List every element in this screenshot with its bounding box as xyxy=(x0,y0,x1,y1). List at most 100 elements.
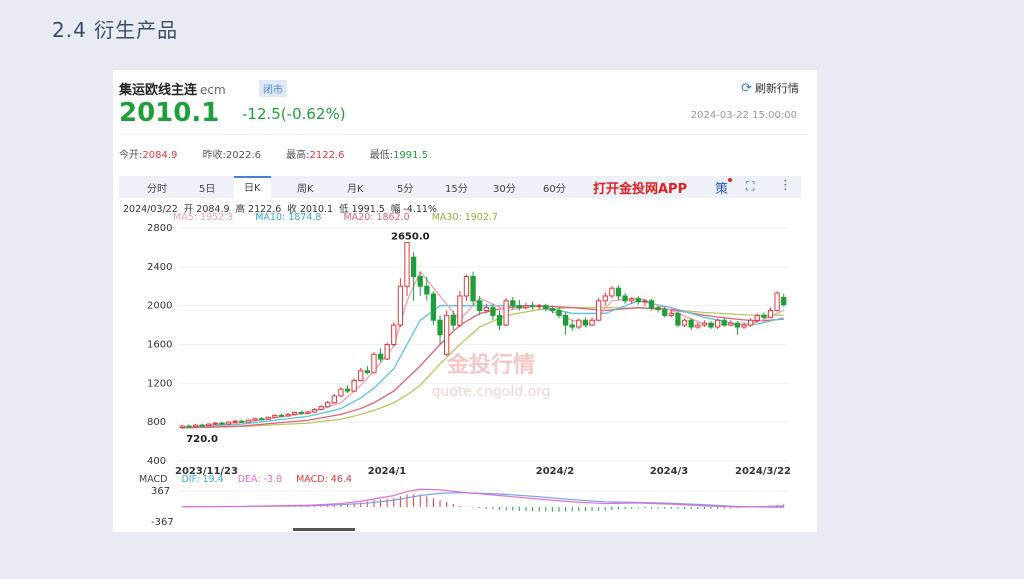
dea-legend: DEA: -3.8 xyxy=(237,474,283,485)
scrollbar-thumb[interactable] xyxy=(293,528,355,531)
y-tick-label: 2000 xyxy=(147,301,172,312)
candle-body xyxy=(298,411,304,414)
tab-5min[interactable]: 5分 xyxy=(397,184,414,195)
candle-body xyxy=(430,293,437,321)
low-label: 最低: xyxy=(369,150,394,161)
candle-body xyxy=(688,319,694,328)
ma5-legend: MA5: 1952.3 xyxy=(173,212,234,223)
bar-low: 低 1991.5 xyxy=(339,204,385,215)
candle-body xyxy=(761,314,767,318)
divider xyxy=(119,134,809,135)
refresh-button[interactable]: ⟳ 刷新行情 xyxy=(741,80,799,96)
strategy-label: 策 xyxy=(715,182,729,197)
candle-body xyxy=(199,424,205,427)
candle-body xyxy=(569,324,575,328)
candle-body xyxy=(576,319,582,328)
candle-body xyxy=(596,300,602,321)
candle-body xyxy=(444,314,450,355)
candle-body xyxy=(483,307,489,312)
tab-15min[interactable]: 15分 xyxy=(445,184,468,195)
bar-date: 2024/03/22 xyxy=(123,204,178,215)
quote-datetime: 2024-03-22 15:00:00 xyxy=(690,110,797,121)
candle-body xyxy=(358,370,364,381)
strategy-button[interactable]: 策 xyxy=(715,178,733,197)
candle-body xyxy=(774,292,780,312)
candle-body xyxy=(410,256,417,278)
candle-body xyxy=(206,423,212,427)
min-annotation: 720.0 xyxy=(186,434,218,445)
candle-body xyxy=(258,418,265,421)
tab-daily-k[interactable]: 日K xyxy=(234,176,271,198)
candle-body xyxy=(232,420,238,423)
candle-body xyxy=(562,314,569,326)
tab-monthly-k[interactable]: 月K xyxy=(347,184,364,195)
tab-30min[interactable]: 30分 xyxy=(493,184,516,195)
candle-body xyxy=(622,295,628,302)
macd-value-legend: MACD: 46.4 xyxy=(296,474,352,485)
ma5-line xyxy=(182,270,784,428)
candle-body xyxy=(503,300,509,326)
macd-tick-label: 367 xyxy=(151,486,170,497)
candle-body xyxy=(701,322,708,326)
candle-body xyxy=(496,314,503,326)
candle-body xyxy=(767,310,774,318)
period-tabs: 分时 5日 日K 周K 月K 5分 15分 30分 60分 打开金投网APP 策… xyxy=(119,176,801,198)
y-tick-label: 2800 xyxy=(147,223,172,234)
open-label: 今开: xyxy=(119,150,143,161)
candle-body xyxy=(741,324,747,328)
bar-high: 高 2122.6 xyxy=(235,204,282,215)
bar-amp: 幅 -4.11% xyxy=(390,204,437,215)
x-tick-label: 2024/3 xyxy=(650,466,688,477)
market-state-badge: 闭市 xyxy=(259,80,287,97)
candle-body xyxy=(285,413,291,417)
bar-close: 收 2010.1 xyxy=(287,204,334,215)
candle-body xyxy=(265,416,271,420)
candle-body xyxy=(781,296,787,306)
candle-body xyxy=(305,411,311,414)
fullscreen-icon[interactable]: ⛶ xyxy=(746,179,755,193)
x-tick-label: 2024/3/22 xyxy=(735,466,791,477)
ma10-line xyxy=(182,300,784,429)
open-app-link[interactable]: 打开金投网APP xyxy=(593,182,688,197)
x-tick-label: 2024/1 xyxy=(368,466,406,477)
y-tick-label: 1200 xyxy=(147,378,172,389)
candle-body xyxy=(589,319,595,326)
candle-body xyxy=(331,395,337,404)
candle-body xyxy=(219,422,225,425)
candle-body xyxy=(391,324,397,345)
tab-intraday[interactable]: 分时 xyxy=(147,184,167,195)
tab-60min[interactable]: 60分 xyxy=(543,184,566,195)
candle-body xyxy=(642,300,648,303)
bar-open: 开 2084.9 xyxy=(183,204,230,215)
candle-body xyxy=(384,344,390,360)
more-icon[interactable]: ⋮ xyxy=(779,178,792,193)
contract-name: 集运欧线主连 ecm xyxy=(119,79,226,98)
candle-body xyxy=(477,300,483,312)
candle-body xyxy=(344,388,351,392)
candle-body xyxy=(325,402,331,408)
contract-name-text: 集运欧线主连 xyxy=(119,83,198,98)
tab-5day[interactable]: 5日 xyxy=(199,184,216,195)
candle-body xyxy=(252,418,258,421)
candle-body xyxy=(417,276,423,287)
candle-body xyxy=(556,310,562,316)
candle-body xyxy=(648,300,655,309)
dif-line xyxy=(182,488,784,508)
candle-body xyxy=(239,420,245,423)
candle-body xyxy=(529,305,536,308)
candle-body xyxy=(192,424,199,428)
candle-body xyxy=(225,421,232,425)
candle-body xyxy=(655,307,661,311)
candle-body xyxy=(510,300,516,307)
y-tick-label: 400 xyxy=(147,456,166,467)
ma-legend: MA5: 1952.3 MA10: 1874.8 MA20: 1862.0 MA30:… xyxy=(173,212,520,223)
candle-body xyxy=(364,370,370,374)
kline-chart[interactable]: 金投行情 quote.cngold.org 400 800 1200 1600 2000 24… xyxy=(113,70,817,532)
quote-stats: 今开:2084.9 昨收:2022.6 最高:2122.6 最低:1991.5 xyxy=(119,146,450,161)
ma20-legend: MA20: 1862.0 xyxy=(343,212,410,223)
candle-body xyxy=(186,425,192,428)
tab-weekly-k[interactable]: 周K xyxy=(297,184,314,195)
candle-body xyxy=(424,285,430,295)
open-value: 2084.9 xyxy=(142,150,178,161)
candle-body xyxy=(338,388,344,397)
